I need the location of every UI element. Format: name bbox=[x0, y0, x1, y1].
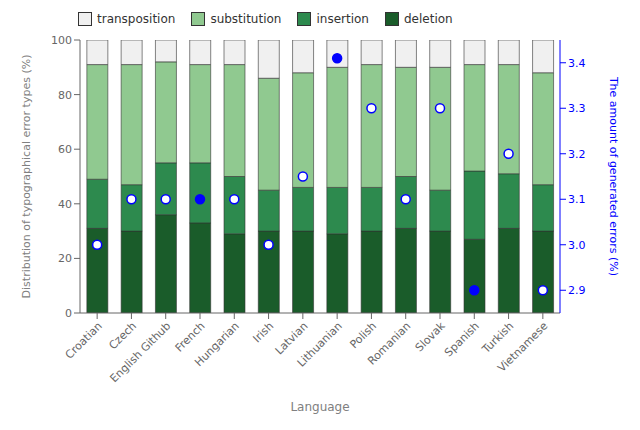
svg-text:3.4: 3.4 bbox=[568, 57, 586, 70]
svg-text:3.1: 3.1 bbox=[568, 193, 586, 206]
svg-text:Hungarian: Hungarian bbox=[192, 319, 242, 369]
svg-text:40: 40 bbox=[58, 198, 72, 211]
svg-text:3.3: 3.3 bbox=[568, 102, 586, 115]
svg-text:100: 100 bbox=[51, 34, 72, 47]
svg-text:Language: Language bbox=[290, 400, 349, 414]
svg-text:Lithuanian: Lithuanian bbox=[295, 319, 345, 369]
svg-text:Turkish: Turkish bbox=[479, 319, 517, 356]
svg-text:60: 60 bbox=[58, 143, 72, 156]
svg-text:English Github: English Github bbox=[108, 319, 174, 385]
svg-text:Slovak: Slovak bbox=[412, 319, 448, 355]
svg-text:Vietnamese: Vietnamese bbox=[495, 319, 550, 374]
svg-text:Latvian: Latvian bbox=[272, 319, 311, 358]
svg-text:Croatian: Croatian bbox=[63, 319, 105, 361]
svg-text:80: 80 bbox=[58, 89, 72, 102]
html-text:transposition: transposition bbox=[97, 12, 176, 26]
svg-text:2.9: 2.9 bbox=[568, 284, 586, 297]
svg-text:Polish: Polish bbox=[347, 319, 379, 351]
svg-text:The amount of generated errors: The amount of generated errors (%) bbox=[607, 76, 620, 276]
svg-text:0: 0 bbox=[65, 307, 72, 320]
svg-text:Distribution of typographical: Distribution of typographical error type… bbox=[20, 55, 33, 299]
svg-text:Irish: Irish bbox=[250, 319, 276, 345]
html-text:insertion: insertion bbox=[316, 12, 369, 26]
svg-text:3.0: 3.0 bbox=[568, 239, 586, 252]
svg-text:Romanian: Romanian bbox=[365, 319, 413, 367]
html-text:deletion: deletion bbox=[404, 12, 453, 26]
svg-text:French: French bbox=[172, 319, 208, 355]
svg-text:Czech: Czech bbox=[106, 319, 139, 352]
svg-text:20: 20 bbox=[58, 252, 72, 265]
html-text:substitution: substitution bbox=[210, 12, 282, 26]
svg-text:Spanish: Spanish bbox=[442, 319, 482, 359]
svg-text:3.2: 3.2 bbox=[568, 148, 586, 161]
